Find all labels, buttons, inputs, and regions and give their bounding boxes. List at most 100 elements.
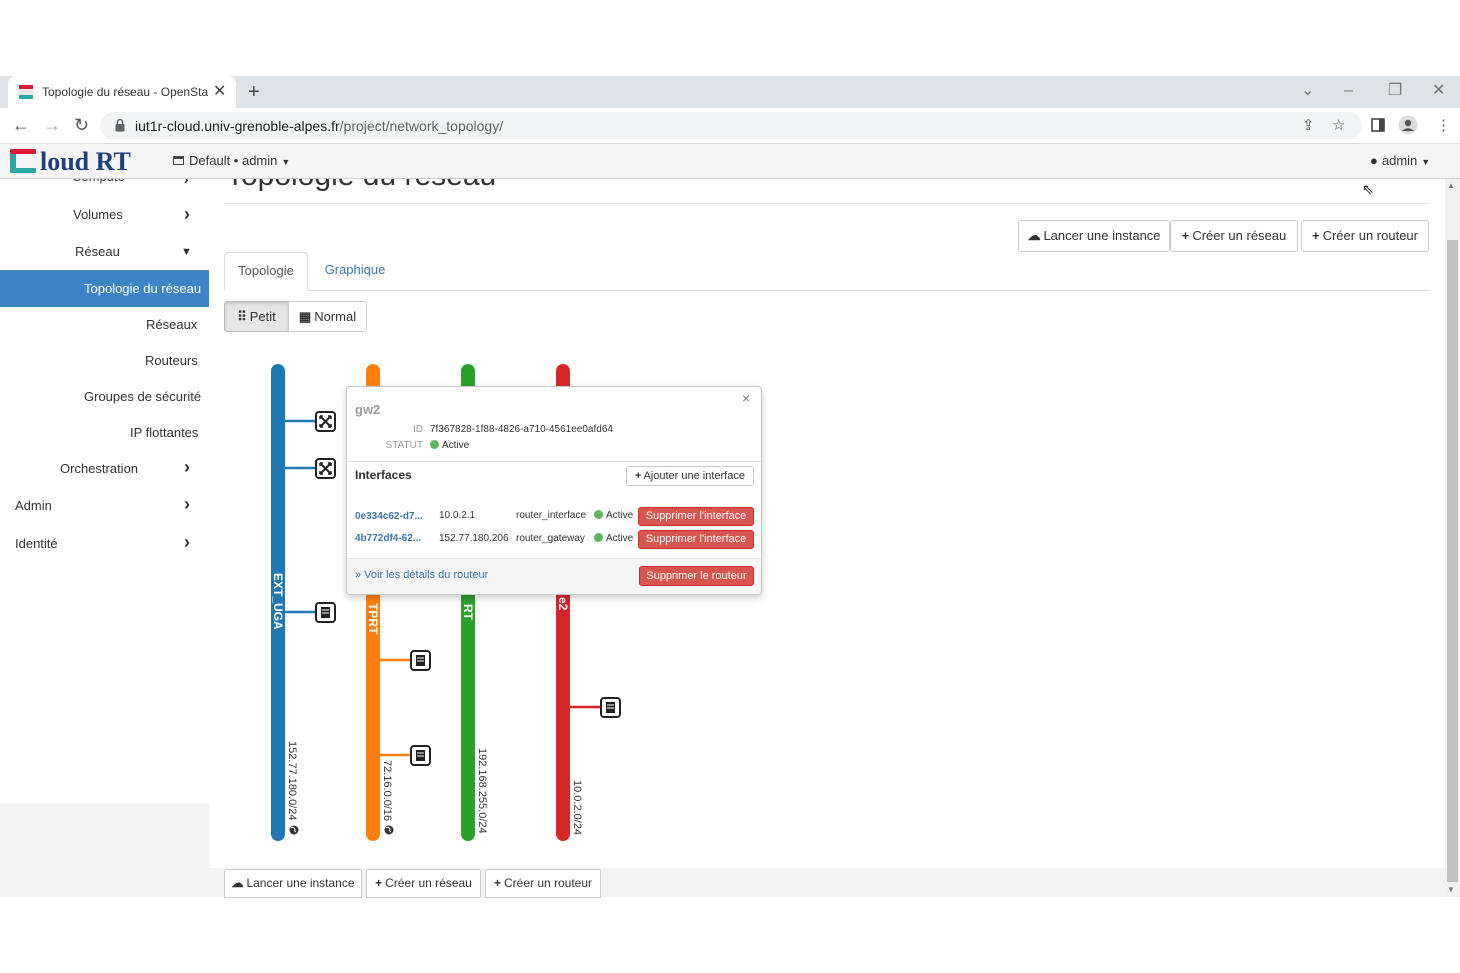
sidebar-item-topologie-active[interactable]: Topologie du réseau bbox=[0, 270, 209, 307]
add-interface-button[interactable]: + Ajouter une interface bbox=[626, 466, 754, 486]
project-switcher[interactable]: Default • admin ▼ bbox=[173, 153, 290, 170]
instance-icon[interactable] bbox=[600, 697, 621, 718]
sidebar-item-ip-flottantes[interactable]: IP flottantes bbox=[130, 425, 199, 440]
create-router-button[interactable]: + Créer un routeur bbox=[1301, 220, 1429, 252]
interface-id-link[interactable]: 4b772df4-62... bbox=[355, 533, 422, 544]
tab-search-icon[interactable]: ⌄ bbox=[1301, 82, 1315, 99]
launch-instance-button-bottom[interactable]: ☁ Lancer une instance bbox=[224, 869, 362, 898]
scroll-down-icon[interactable]: ▼ bbox=[1447, 885, 1455, 894]
plus-icon: + bbox=[493, 876, 501, 890]
create-network-button[interactable]: + Créer un réseau bbox=[1170, 220, 1298, 252]
instance-icon[interactable] bbox=[410, 650, 431, 671]
network-cidr-label: 72.16.0.0/16 bbox=[381, 760, 393, 821]
chevron-right-icon: › bbox=[184, 204, 190, 224]
router-details-link[interactable]: » Voir les détails du routeur bbox=[355, 569, 489, 581]
tab-topologie[interactable]: Topologie bbox=[224, 252, 308, 291]
sidebar-footer bbox=[0, 803, 209, 897]
interface-ip: 152.77.180.206 bbox=[439, 533, 509, 544]
view-small-button[interactable]: ⠿ Petit bbox=[224, 301, 289, 332]
mouse-cursor-icon: ⇖ bbox=[1362, 181, 1374, 197]
plus-icon: + bbox=[1312, 228, 1320, 243]
sidebar-item-identite[interactable]: Identité bbox=[15, 536, 58, 551]
button-label: Créer un réseau bbox=[1192, 228, 1287, 243]
plus-icon: + bbox=[1181, 228, 1190, 243]
plus-icon: + bbox=[635, 470, 642, 482]
share-icon[interactable]: ⇪ bbox=[1302, 117, 1315, 134]
create-network-button-bottom[interactable]: + Créer un réseau bbox=[366, 869, 481, 898]
chevron-right-icon: › bbox=[184, 532, 190, 552]
button-label: Lancer une instance bbox=[246, 876, 355, 890]
interfaces-heading: Interfaces bbox=[355, 468, 412, 482]
logo-text[interactable]: loud RT bbox=[40, 147, 131, 176]
status-dot-icon bbox=[430, 440, 439, 449]
popup-close-icon[interactable]: × bbox=[742, 390, 751, 406]
button-label: Créer un routeur bbox=[503, 876, 593, 890]
interface-type: router_gateway bbox=[516, 533, 585, 544]
bookmark-star-icon[interactable]: ☆ bbox=[1332, 117, 1346, 134]
user-icon: ● bbox=[1370, 153, 1378, 168]
button-label: Ajouter une interface bbox=[643, 470, 745, 482]
browser-tab-title: Topologie du réseau - OpenStack bbox=[42, 85, 208, 99]
cloud-rt-logo-icon[interactable] bbox=[10, 149, 36, 173]
profile-avatar-icon[interactable] bbox=[1398, 115, 1418, 135]
router-icon[interactable] bbox=[315, 458, 336, 479]
popup-title: gw2 bbox=[355, 402, 381, 417]
button-label: Créer un réseau bbox=[385, 876, 472, 890]
project-switcher-label: Default • admin bbox=[189, 153, 278, 168]
browser-tab[interactable] bbox=[8, 76, 236, 108]
tab-close-icon[interactable]: ✕ bbox=[213, 83, 227, 100]
address-bar[interactable] bbox=[100, 112, 1362, 140]
button-label: Créer un routeur bbox=[1322, 228, 1418, 243]
view-normal-button[interactable]: ▦ Normal bbox=[288, 301, 367, 332]
sidebar-item-groupes-securite[interactable]: Groupes de sécurité bbox=[84, 389, 202, 404]
reload-icon[interactable]: ↻ bbox=[74, 115, 90, 135]
instance-icon[interactable] bbox=[410, 745, 431, 766]
sidebar-item-volumes[interactable]: Volumes bbox=[73, 207, 123, 222]
launch-instance-button[interactable]: ☁ Lancer une instance bbox=[1018, 220, 1170, 252]
lock-icon bbox=[115, 118, 125, 132]
sidebar-item-reseau[interactable]: Réseau bbox=[75, 244, 120, 259]
delete-interface-button[interactable]: Supprimer l'interface bbox=[638, 507, 754, 526]
back-icon[interactable]: ← bbox=[12, 115, 30, 135]
button-label: Normal bbox=[314, 309, 357, 324]
sidebar-item-orchestration[interactable]: Orchestration bbox=[60, 461, 139, 476]
user-menu[interactable]: ● admin ▼ bbox=[1370, 153, 1430, 170]
url-text[interactable]: iut1r-cloud.univ-grenoble-alpes.fr/proje… bbox=[135, 117, 503, 135]
status-text: Active bbox=[606, 510, 634, 521]
interface-type: router_interface bbox=[516, 510, 587, 521]
page-title: Topologie du réseau bbox=[226, 179, 496, 194]
scrollbar-thumb[interactable] bbox=[1447, 240, 1458, 882]
instance-icon[interactable] bbox=[315, 602, 336, 623]
browser-menu-icon[interactable]: ⋮ bbox=[1436, 117, 1451, 134]
minimize-icon[interactable]: – bbox=[1344, 82, 1353, 99]
app-header bbox=[0, 144, 1460, 179]
window-close-icon[interactable]: ✕ bbox=[1432, 82, 1446, 99]
sidebar-item-compute[interactable]: Compute bbox=[72, 179, 125, 185]
tab-graphique[interactable]: Graphique bbox=[324, 262, 386, 277]
status-text: Active bbox=[442, 440, 470, 451]
id-label: ID bbox=[413, 424, 423, 435]
network-cidr-label: 10.0.2.0/24 bbox=[571, 780, 583, 835]
delete-router-button[interactable]: Supprimer le routeur bbox=[639, 566, 754, 586]
network-bar-ext-uga[interactable] bbox=[271, 364, 285, 841]
sidebar-item-admin[interactable]: Admin bbox=[15, 498, 52, 513]
project-icon bbox=[173, 156, 184, 165]
sidebar-item-reseaux[interactable]: Réseaux bbox=[146, 317, 198, 332]
forward-icon[interactable]: → bbox=[43, 115, 61, 135]
interface-id-link[interactable]: 0e334c62-d7... bbox=[355, 511, 423, 522]
scroll-up-icon[interactable]: ▲ bbox=[1447, 181, 1455, 190]
cloud-upload-icon: ☁ bbox=[1027, 228, 1041, 243]
sidebar-item-routeurs[interactable]: Routeurs bbox=[145, 353, 198, 368]
restore-icon[interactable]: ❐ bbox=[1388, 82, 1403, 99]
delete-interface-button[interactable]: Supprimer l'interface bbox=[638, 530, 754, 549]
interface-status: Active bbox=[594, 533, 633, 545]
caret-down-icon: ▼ bbox=[1421, 157, 1431, 167]
router-icon[interactable] bbox=[315, 411, 336, 432]
sidebar-item-label: Topologie du réseau bbox=[84, 281, 202, 296]
status-label: STATUT bbox=[385, 440, 423, 451]
create-router-button-bottom[interactable]: + Créer un routeur bbox=[485, 869, 601, 898]
status-text: Active bbox=[606, 533, 634, 544]
side-panel-icon[interactable] bbox=[1371, 118, 1385, 132]
new-tab-button[interactable]: + bbox=[248, 81, 260, 103]
openstack-favicon-icon bbox=[19, 85, 33, 99]
